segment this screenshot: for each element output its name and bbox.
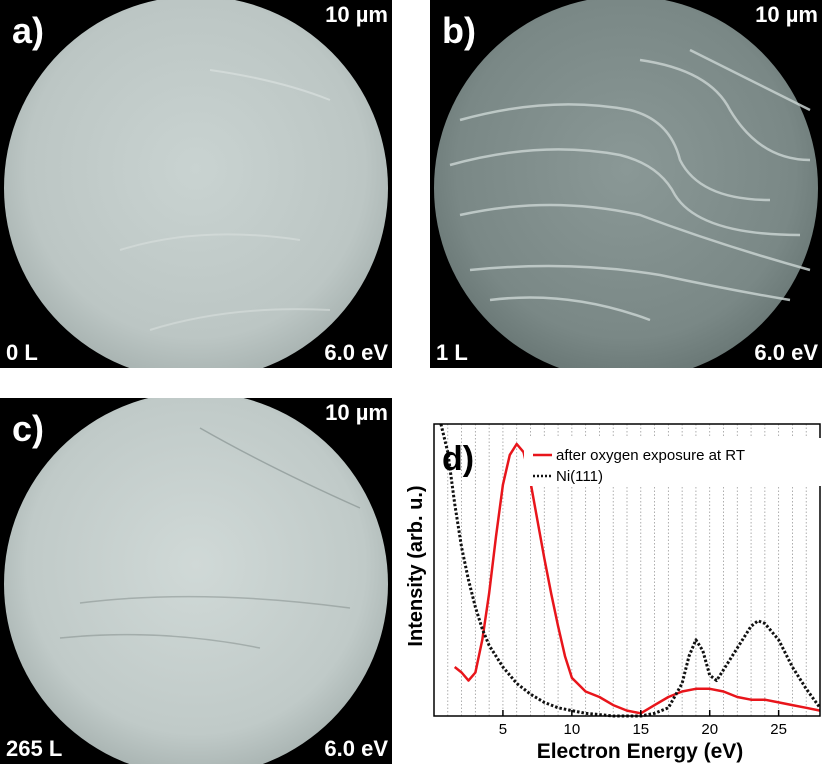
scale-label: 10 µm xyxy=(325,400,388,425)
panel-a-leem-image: a) 10 µm 0 L 6.0 eV xyxy=(0,0,392,368)
panel-c-leem-image: c) 10 µm 265 L 6.0 eV xyxy=(0,398,392,764)
energy-label: 6.0 eV xyxy=(754,340,818,365)
x-tick-label: 5 xyxy=(499,721,507,738)
panel-letter: d) xyxy=(442,440,474,478)
spectrum-plot: 5 10 15 20 25 d) after oxygen exposure at RT… xyxy=(405,423,822,763)
legend-label-ni111: Ni(111) xyxy=(556,468,603,485)
legend: after oxygen exposure at RT Ni(111) xyxy=(524,438,822,486)
scale-label: 10 µm xyxy=(755,2,818,27)
series-line-oxygen-exposure xyxy=(453,442,821,715)
panel-letter: a) xyxy=(12,10,45,51)
data-series xyxy=(439,423,822,718)
energy-label: 6.0 eV xyxy=(324,340,388,365)
x-tick-label: 25 xyxy=(770,721,787,738)
plot-frame xyxy=(433,423,821,717)
image-field-circle xyxy=(4,398,388,764)
panel-letter: b) xyxy=(442,10,476,51)
scale-label: 10 µm xyxy=(325,2,388,27)
leem-image-b xyxy=(434,0,818,368)
x-tick-label: 20 xyxy=(701,721,718,738)
legend-label-oxygen: after oxygen exposure at RT xyxy=(556,447,745,464)
series-line-ni111 xyxy=(439,423,822,718)
y-axis-title: Intensity (arb. u.) xyxy=(405,485,427,646)
legend-box xyxy=(524,438,822,486)
image-field-circle xyxy=(4,0,388,368)
x-tick-label: 10 xyxy=(564,721,581,738)
panel-d-spectrum-chart: 5 10 15 20 25 d) after oxygen exposure at RT… xyxy=(400,398,822,764)
panel-b-leem-image: b) 10 µm 1 L 6.0 eV xyxy=(430,0,822,368)
x-axis-ticks: 5 10 15 20 25 xyxy=(499,710,787,738)
leem-image-c xyxy=(4,398,388,764)
image-field-circle xyxy=(434,0,818,368)
dose-label: 1 L xyxy=(436,340,468,365)
dose-label: 0 L xyxy=(6,340,38,365)
leem-image-a xyxy=(4,0,388,368)
x-axis-title: Electron Energy (eV) xyxy=(537,740,744,763)
panel-letter: c) xyxy=(12,408,45,449)
energy-label: 6.0 eV xyxy=(324,736,388,761)
x-tick-label: 15 xyxy=(632,721,649,738)
dose-label: 265 L xyxy=(6,736,63,761)
